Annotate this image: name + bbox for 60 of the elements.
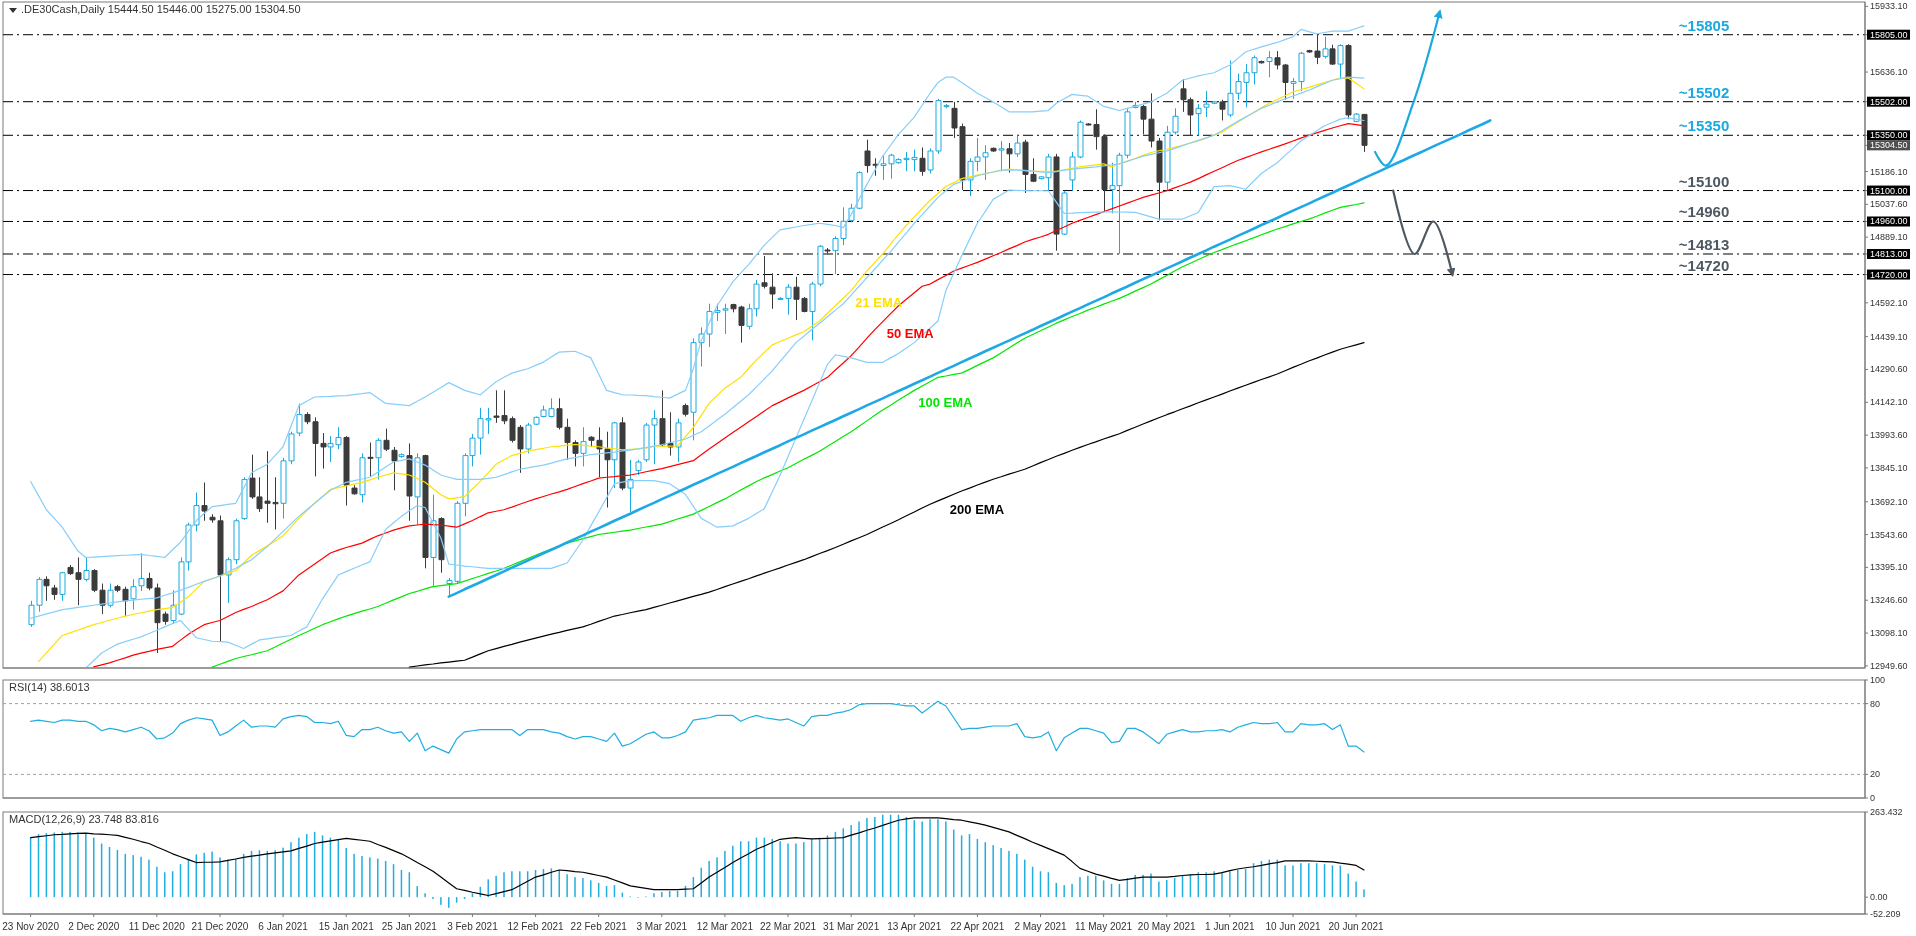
- y-tick-label: 80: [1870, 698, 1881, 709]
- y-tick-label: 0: [1870, 793, 1876, 803]
- series-label: 21 EMA: [855, 295, 903, 311]
- x-tick-label: 21 Dec 2020: [191, 920, 249, 932]
- y-tick-label: 14142.10: [1870, 397, 1908, 408]
- y-tick-label: 14889.10: [1870, 232, 1908, 243]
- x-tick-label: 10 Jun 2021: [1265, 920, 1321, 932]
- y-tick-label: 13692.10: [1870, 496, 1908, 507]
- y-tick-label: 13543.60: [1870, 529, 1908, 540]
- ref-line-label: ~15350: [1678, 117, 1730, 135]
- x-tick-label: 6 Jan 2021: [258, 920, 309, 932]
- x-tick-label: 2 May 2021: [1014, 920, 1068, 932]
- series-label: 100 EMA: [918, 394, 974, 410]
- y-tick-label: 15636.10: [1870, 67, 1908, 78]
- x-tick-label: 2 Dec 2020: [68, 920, 120, 932]
- ref-line-label: ~14720: [1678, 256, 1730, 274]
- y-tick-label: 14592.10: [1870, 297, 1908, 308]
- x-tick-label: 22 Apr 2021: [950, 920, 1005, 932]
- ref-line-label: ~15100: [1678, 172, 1730, 190]
- y-tick-label: 15186.10: [1870, 166, 1908, 177]
- y-tick-label: 15933.10: [1870, 1, 1908, 12]
- x-tick-label: 3 Feb 2021: [447, 920, 499, 932]
- y-tick-label: 20: [1870, 769, 1881, 780]
- x-tick-label: 3 Mar 2021: [636, 920, 688, 932]
- x-tick-label: 22 Mar 2021: [759, 920, 817, 932]
- y-tick-label: 13098.10: [1870, 628, 1908, 639]
- x-tick-label: 12 Feb 2021: [507, 920, 565, 932]
- chart-title: MACD(12,26,9) 23.748 83.816: [9, 813, 159, 825]
- x-tick-label: 22 Feb 2021: [570, 920, 628, 932]
- x-tick-label: 23 Nov 2020: [2, 920, 60, 932]
- ref-line-label: ~15502: [1678, 83, 1730, 101]
- y-tick-label: 100: [1870, 675, 1886, 685]
- x-tick-label: 13 Apr 2021: [887, 920, 942, 932]
- ref-line-label: ~14813: [1678, 235, 1730, 253]
- ref-line-label: ~14960: [1678, 203, 1730, 221]
- x-tick-label: 20 May 2021: [1137, 920, 1197, 932]
- y-tick-label: 0.00: [1870, 892, 1888, 903]
- chart-title: .DE30Cash,Daily 15444.50 15446.00 15275.00 15304.50: [21, 3, 301, 15]
- y-tick-label: 14439.10: [1870, 331, 1908, 342]
- y-tick-label: 15037.60: [1870, 199, 1908, 210]
- x-tick-label: 31 Mar 2021: [823, 920, 880, 932]
- x-tick-label: 25 Jan 2021: [381, 920, 438, 932]
- x-tick-label: 1 Jun 2021: [1205, 920, 1256, 932]
- x-tick-label: 12 Mar 2021: [696, 920, 754, 932]
- y-tick-label: 263.432: [1870, 807, 1903, 817]
- y-tick-label: 13395.10: [1870, 562, 1908, 573]
- y-tick-label: 13845.10: [1870, 462, 1908, 473]
- x-tick-label: 20 Jun 2021: [1328, 920, 1385, 932]
- chart-title: RSI(14) 38.6013: [9, 681, 90, 693]
- y-tick-label: 14290.60: [1870, 364, 1908, 375]
- y-tick-label: 12949.60: [1870, 660, 1908, 671]
- x-tick-label: 11 May 2021: [1075, 920, 1133, 932]
- y-tick-label: 13993.60: [1870, 430, 1908, 441]
- y-tick-label: 13246.60: [1870, 595, 1908, 606]
- ref-line-label: ~15805: [1678, 16, 1730, 34]
- y-tick-label: -52.209: [1870, 909, 1901, 919]
- x-tick-label: 15 Jan 2021: [318, 920, 375, 932]
- series-label: 50 EMA: [886, 326, 935, 342]
- x-tick-label: 11 Dec 2020: [128, 920, 186, 932]
- series-label: 200 EMA: [949, 502, 1005, 518]
